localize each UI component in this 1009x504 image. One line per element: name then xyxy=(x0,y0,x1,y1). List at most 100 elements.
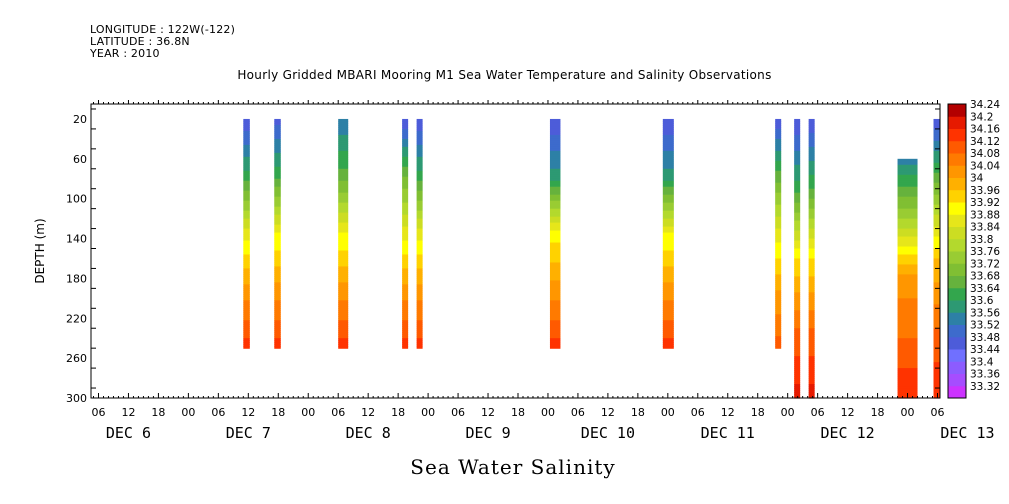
salinity-cell xyxy=(933,366,940,369)
salinity-cell xyxy=(897,246,918,250)
salinity-cell xyxy=(808,252,815,256)
salinity-cell xyxy=(402,228,409,232)
salinity-cell xyxy=(933,396,940,399)
salinity-cell xyxy=(933,306,940,309)
salinity-cell xyxy=(794,380,801,383)
salinity-cell xyxy=(933,274,940,278)
salinity-cell xyxy=(549,320,561,323)
salinity-cell xyxy=(416,312,423,315)
salinity-cell xyxy=(897,300,918,303)
salinity-cell xyxy=(933,324,940,327)
salinity-cell xyxy=(794,228,801,232)
salinity-cell xyxy=(794,280,801,283)
salinity-cell xyxy=(243,262,250,266)
salinity-cell xyxy=(243,342,250,345)
salinity-cell xyxy=(338,264,349,268)
salinity-cell xyxy=(897,248,918,252)
salinity-cell xyxy=(775,200,782,204)
salinity-cell xyxy=(416,216,423,220)
colorbar-label: 33.32 xyxy=(970,381,1000,393)
salinity-cell xyxy=(897,326,918,329)
salinity-cell xyxy=(549,324,561,327)
salinity-cell xyxy=(775,234,782,238)
salinity-cell xyxy=(775,240,782,244)
salinity-cell xyxy=(416,182,423,186)
salinity-cell xyxy=(794,330,801,333)
salinity-cell xyxy=(933,174,940,178)
salinity-cell xyxy=(775,136,782,140)
salinity-cell xyxy=(775,206,782,210)
salinity-cell xyxy=(662,200,674,204)
salinity-cell xyxy=(933,218,940,222)
salinity-cell xyxy=(897,260,918,264)
salinity-cell xyxy=(549,138,561,142)
salinity-cell xyxy=(662,138,674,142)
salinity-cell xyxy=(549,256,561,260)
salinity-cell xyxy=(775,298,782,301)
salinity-cell xyxy=(897,386,918,389)
salinity-cell xyxy=(416,214,423,218)
salinity-cell xyxy=(416,146,423,150)
salinity-cell xyxy=(775,122,782,126)
salinity-cell xyxy=(243,224,250,228)
salinity-cell xyxy=(808,326,815,329)
salinity-cell xyxy=(808,282,815,285)
salinity-cell xyxy=(338,290,349,293)
salinity-cell xyxy=(662,180,674,184)
salinity-cell xyxy=(338,286,349,289)
salinity-cell xyxy=(338,160,349,164)
salinity-cell xyxy=(243,300,250,303)
salinity-cell xyxy=(416,314,423,317)
salinity-cell xyxy=(897,374,918,377)
salinity-cell xyxy=(243,334,250,337)
salinity-cell xyxy=(662,214,674,218)
salinity-cell xyxy=(274,184,281,188)
salinity-cell xyxy=(549,254,561,258)
salinity-cell xyxy=(897,212,918,216)
salinity-cell xyxy=(274,246,281,250)
salinity-cell xyxy=(933,206,940,210)
salinity-cell xyxy=(933,240,940,244)
salinity-cell xyxy=(897,228,918,232)
salinity-cell xyxy=(933,122,940,126)
salinity-cell xyxy=(274,340,281,343)
salinity-cell xyxy=(897,316,918,319)
salinity-cell xyxy=(274,178,281,182)
salinity-cell xyxy=(549,230,561,234)
variable-title: Sea Water Salinity xyxy=(410,455,616,479)
salinity-cell xyxy=(808,292,815,295)
salinity-cell xyxy=(243,296,250,299)
salinity-cell xyxy=(794,364,801,367)
salinity-cell xyxy=(933,220,940,224)
salinity-cell xyxy=(243,310,250,313)
salinity-cell xyxy=(274,224,281,228)
salinity-cell xyxy=(416,118,423,122)
salinity-cell xyxy=(775,302,782,305)
salinity-cell xyxy=(662,184,674,188)
salinity-cell xyxy=(549,346,561,349)
salinity-cell xyxy=(274,288,281,291)
salinity-cell xyxy=(274,330,281,333)
salinity-cell xyxy=(933,242,940,246)
salinity-cell xyxy=(402,302,409,305)
salinity-cell xyxy=(243,244,250,248)
salinity-cell xyxy=(402,216,409,220)
salinity-cell xyxy=(274,326,281,329)
salinity-cell xyxy=(808,166,815,170)
salinity-cell xyxy=(549,174,561,178)
salinity-cell xyxy=(416,218,423,222)
salinity-cell xyxy=(402,130,409,134)
salinity-cell xyxy=(897,340,918,343)
colorbar-label: 33.4 xyxy=(970,356,994,368)
salinity-cell xyxy=(549,282,561,285)
salinity-cell xyxy=(338,242,349,246)
x-tick-label: 00 xyxy=(541,406,555,419)
salinity-cell xyxy=(794,348,801,351)
salinity-cell xyxy=(775,150,782,154)
salinity-cell xyxy=(808,340,815,343)
salinity-cell xyxy=(662,156,674,160)
salinity-cell xyxy=(794,120,801,124)
salinity-cell xyxy=(897,322,918,325)
salinity-cell xyxy=(274,140,281,144)
salinity-cell xyxy=(274,220,281,224)
